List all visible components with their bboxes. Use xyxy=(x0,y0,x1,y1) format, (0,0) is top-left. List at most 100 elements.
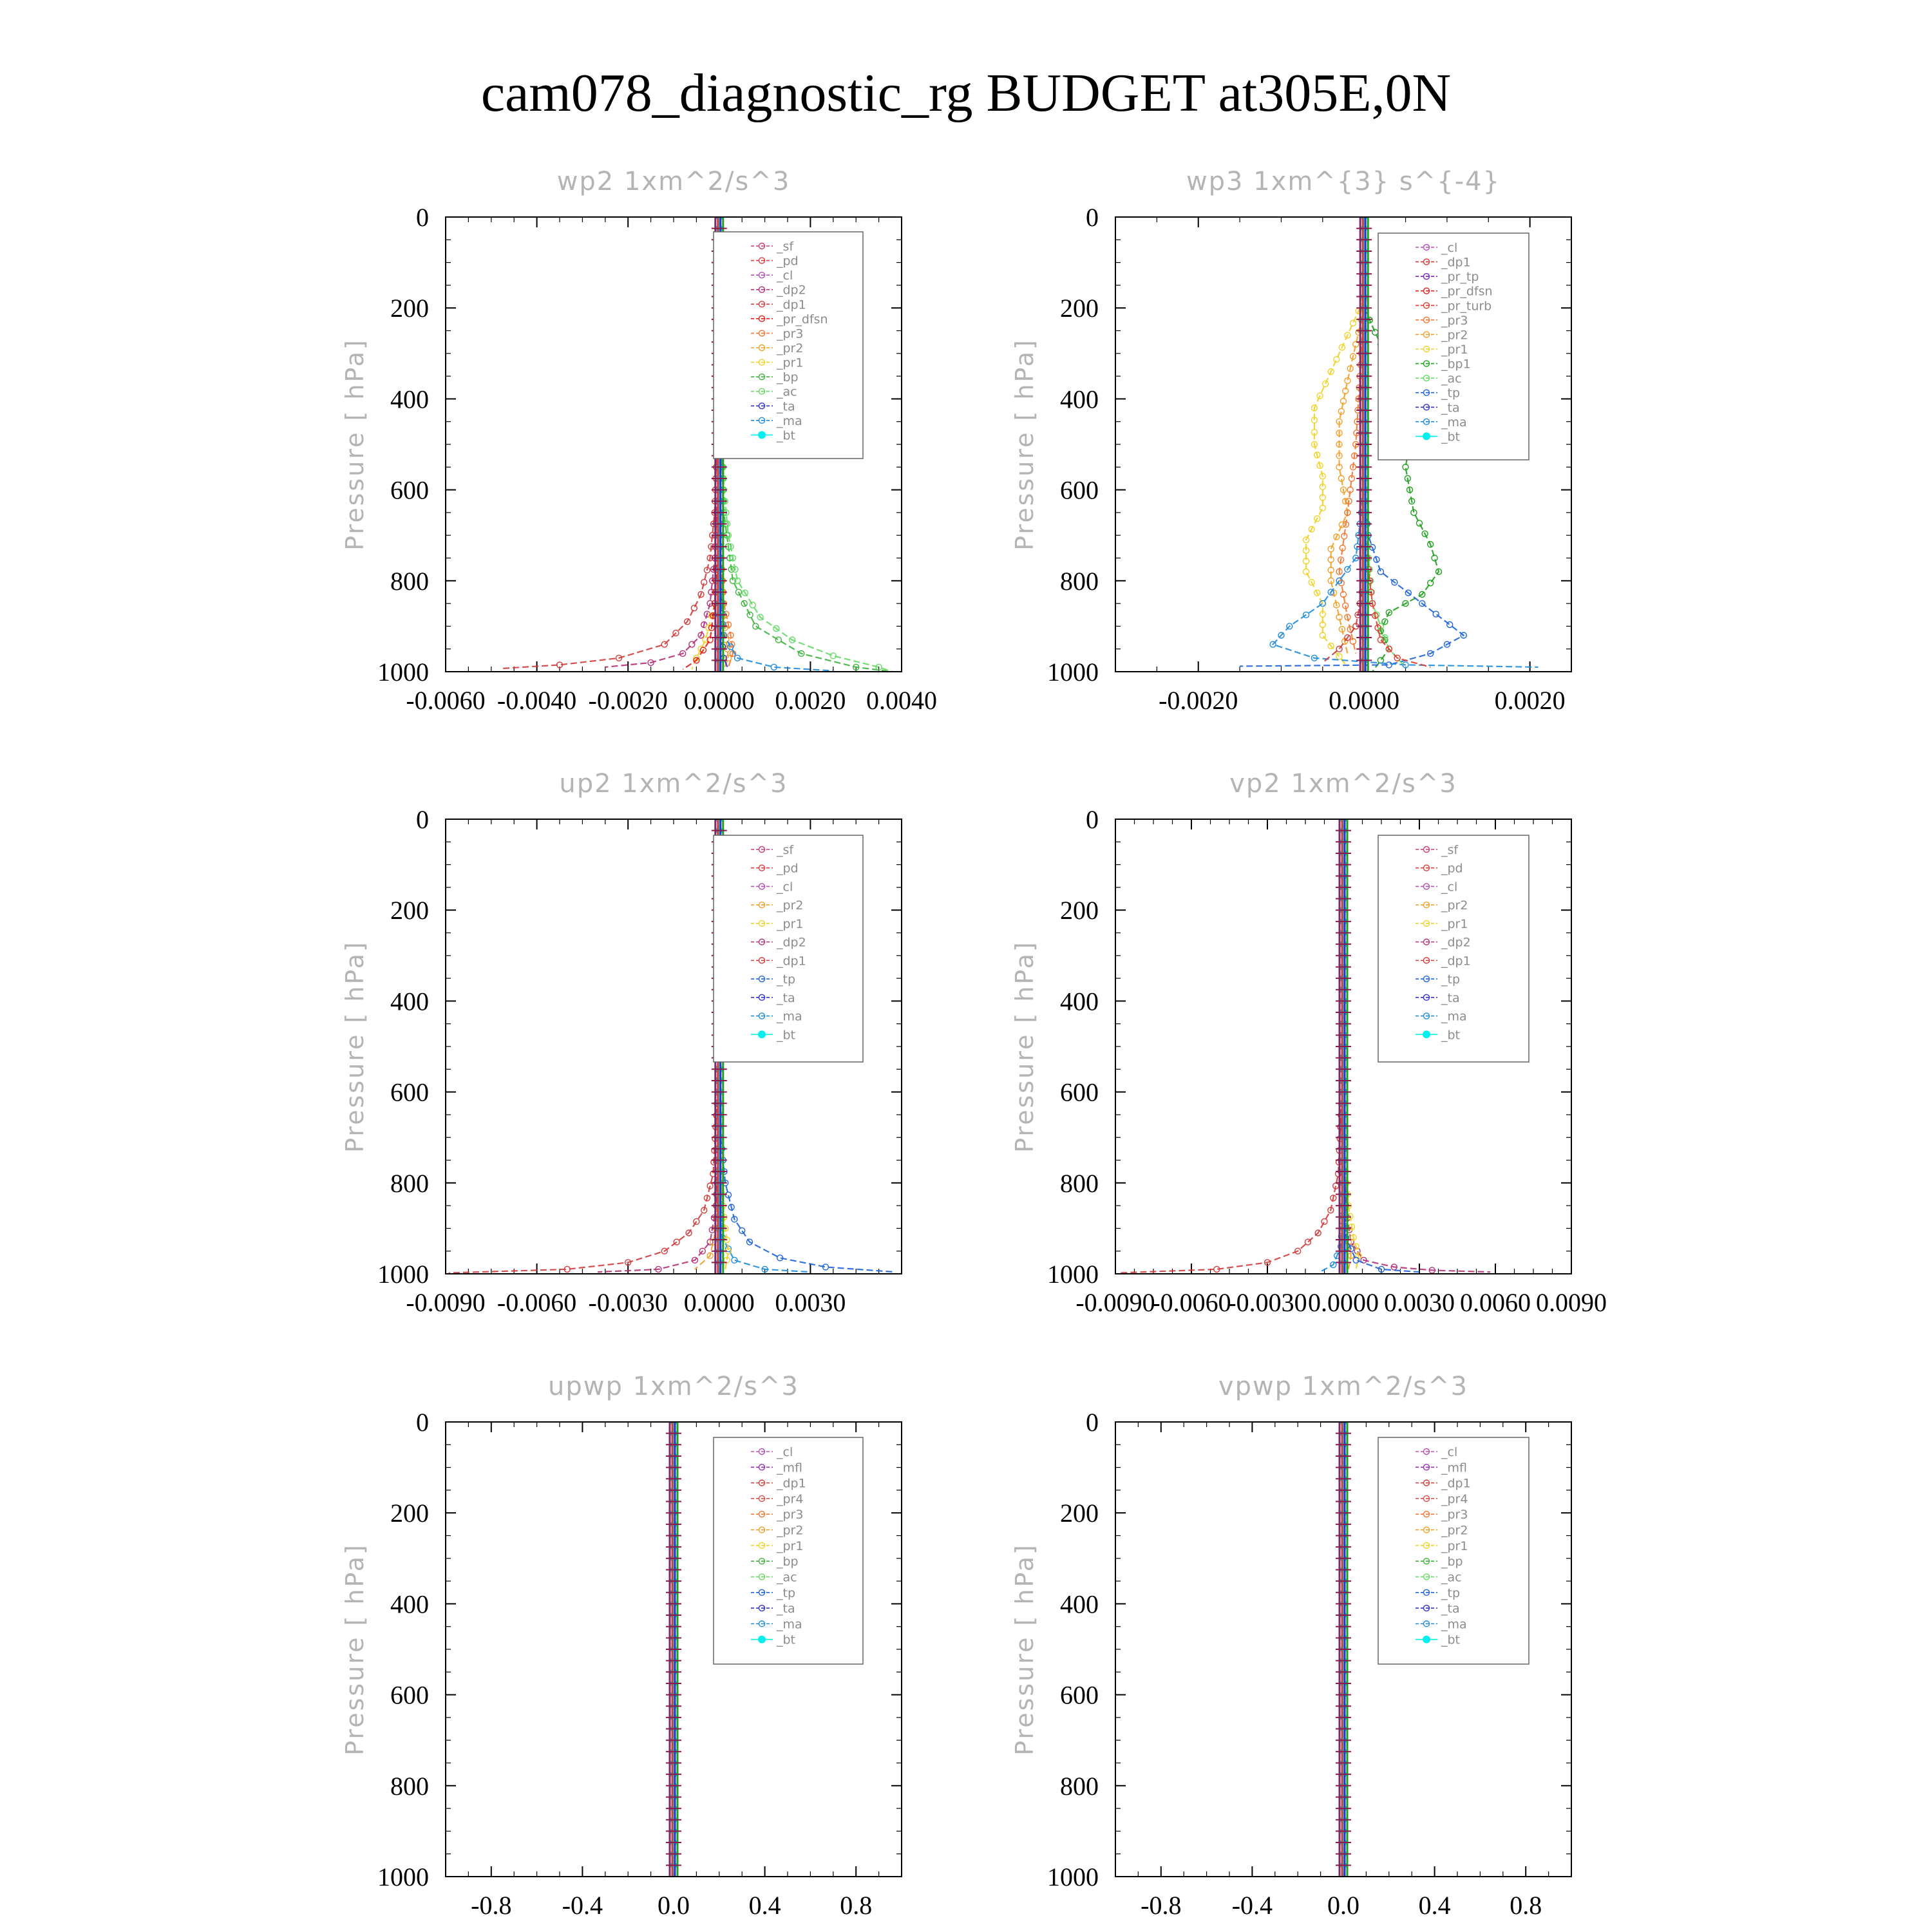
series-marker-wp3-pr2 xyxy=(1352,341,1359,348)
series-marker-vp2-bt xyxy=(1340,819,1347,823)
x-tick-label-up2-0: -0.0090 xyxy=(406,1288,485,1317)
legend-marker-up2-pr1 xyxy=(758,920,766,927)
legend-label-vpwp-pr2: _pr2 xyxy=(1441,1524,1468,1538)
series-marker-wp3-pr2 xyxy=(1327,556,1334,564)
series-marker-wp2-pr-dfsn xyxy=(706,636,714,643)
y-tick-label-up2-4: 800 xyxy=(390,1169,429,1198)
legend-label-upwp-pr3: _pr3 xyxy=(776,1508,803,1522)
legend-marker-up2-tp xyxy=(758,975,766,983)
series-marker-wp3-pr1 xyxy=(1319,621,1327,629)
series-marker-wp3-pr2 xyxy=(1327,567,1334,574)
series-marker-wp3-bp1 xyxy=(1385,609,1393,616)
y-tick-label-up2-1: 200 xyxy=(390,896,429,925)
series-marker-wp2-pr2 xyxy=(724,654,732,661)
legend-label-vp2-sf: _sf xyxy=(1441,843,1459,857)
series-line-up2-dp2 xyxy=(597,819,720,1273)
legend-label-wp2-dp2: _dp2 xyxy=(776,283,806,298)
series-marker-wp2-pr1 xyxy=(702,636,709,643)
x-tick-label-vp2-2: -0.0030 xyxy=(1227,1288,1307,1317)
legend-marker-upwp-tp xyxy=(758,1589,766,1596)
legend-marker-wp2-pr-dfsn xyxy=(758,315,766,323)
legend-label-upwp-cl: _cl xyxy=(776,1445,793,1459)
y-tick-label-vpwp-3: 600 xyxy=(1060,1681,1099,1710)
series-marker-wp2-ma xyxy=(734,654,741,661)
legend-marker-wp3-pr-turb xyxy=(1423,302,1430,309)
legend-marker-wp3-ta xyxy=(1423,404,1430,411)
series-marker-vp2-dp1 xyxy=(1304,1238,1312,1245)
series-marker-wp3-ma xyxy=(1286,623,1293,630)
series-marker-wp2-bp xyxy=(729,577,737,584)
series-marker-wp3-pr1 xyxy=(1319,473,1327,480)
series-marker-wp3-bp1 xyxy=(1435,568,1443,575)
series-marker-wp3-pr1 xyxy=(1311,440,1318,448)
x-tick-label-up2-2: -0.0030 xyxy=(589,1288,668,1317)
legend-box-up2 xyxy=(713,835,864,1063)
series-marker-vp2-dp1 xyxy=(1327,1206,1334,1214)
legend-marker-vp2-pr2 xyxy=(1423,901,1430,909)
legend-label-wp3-bp1: _bp1 xyxy=(1441,357,1471,372)
series-marker-wp2-dp1 xyxy=(703,567,711,574)
series-marker-wp3-pr3 xyxy=(1340,591,1347,598)
series-marker-wp3-pr2 xyxy=(1340,397,1347,405)
y-tick-label-vp2-4: 800 xyxy=(1060,1169,1099,1198)
legend-marker-up2-dp1 xyxy=(758,957,766,964)
series-marker-wp3-pr3 xyxy=(1344,614,1351,621)
legend-marker-wp2-bt xyxy=(758,431,766,439)
legend-marker-vp2-ta xyxy=(1423,994,1430,1001)
legend-label-wp2-pr-dfsn: _pr_dfsn xyxy=(776,312,828,327)
legend-label-vp2-pr2: _pr2 xyxy=(1441,898,1468,913)
legend-marker-up2-bt xyxy=(758,1030,766,1039)
legend-marker-upwp-ac xyxy=(758,1573,766,1580)
legend-marker-vpwp-cl xyxy=(1423,1448,1430,1455)
legend-label-vpwp-pr4: _pr4 xyxy=(1441,1492,1468,1506)
series-marker-wp3-tp xyxy=(1391,579,1398,586)
x-tick-label-vp2-6: 0.0090 xyxy=(1536,1288,1607,1317)
series-line-wp3-dp1 xyxy=(1322,580,1365,663)
series-marker-vp2-tp xyxy=(1378,1265,1385,1273)
y-tick-label-vp2-2: 400 xyxy=(1060,987,1099,1016)
legend-label-up2-pr2: _pr2 xyxy=(776,898,803,913)
x-tick-label-vpwp-2: 0.0 xyxy=(1327,1891,1359,1920)
series-line-wp2-dp1 xyxy=(500,217,720,670)
series-marker-wp3-pr1 xyxy=(1327,642,1334,650)
series-marker-wp2-ac xyxy=(727,543,734,550)
legend-label-wp3-pr-dfsn: _pr_dfsn xyxy=(1441,285,1493,299)
series-marker-wp3-tp xyxy=(1460,632,1467,639)
legend-marker-upwp-pr4 xyxy=(758,1495,766,1502)
series-marker-wp3-bp1 xyxy=(1408,498,1416,505)
legend-wp3: _cl_dp1_pr_tp_pr_dfsn_pr_turb_pr3_pr2_pr… xyxy=(1378,232,1530,460)
series-marker-wp2-dp2 xyxy=(679,650,687,657)
series-marker-wp3-tp xyxy=(1419,600,1426,607)
y-tick-label-up2-3: 600 xyxy=(390,1078,429,1107)
legend-label-vp2-bt: _bt xyxy=(1441,1028,1460,1042)
series-marker-vp2-dp2 xyxy=(1390,1264,1397,1271)
series-marker-wp2-pr-dfsn xyxy=(693,657,700,664)
legend-marker-vpwp-pr3 xyxy=(1423,1511,1430,1518)
legend-label-vp2-pr1: _pr1 xyxy=(1441,917,1468,931)
series-marker-wp2-ac xyxy=(732,565,739,573)
series-marker-up2-pr2 xyxy=(706,1252,714,1260)
legend-label-wp3-ta: _ta xyxy=(1441,401,1460,415)
legend-label-wp3-ma: _ma xyxy=(1441,415,1467,430)
series-marker-wp3-pr3 xyxy=(1336,568,1343,575)
legend-label-wp2-ma: _ma xyxy=(776,414,802,428)
legend-marker-upwp-bp xyxy=(758,1557,766,1565)
legend-vpwp: _cl_mfl_dp1_pr4_pr3_pr2_pr1_bp_ac_tp_ta_… xyxy=(1378,1437,1530,1665)
legend-marker-wp2-ma xyxy=(758,417,766,424)
legend-label-wp3-bt: _bt xyxy=(1441,430,1460,444)
series-marker-vp2-tp xyxy=(1352,1256,1359,1264)
x-tick-label-wp2-0: -0.0060 xyxy=(406,686,485,715)
series-marker-wp3-pr3 xyxy=(1342,521,1350,528)
legend-label-up2-dp2: _dp2 xyxy=(776,936,806,950)
series-line-vp2-ma xyxy=(1320,819,1345,1273)
legend-marker-upwp-pr1 xyxy=(758,1542,766,1549)
series-marker-wp3-ma xyxy=(1302,611,1310,618)
legend-marker-vp2-pr1 xyxy=(1423,920,1430,927)
series-marker-wp3-pr1 xyxy=(1319,504,1327,511)
y-tick-label-upwp-0: 0 xyxy=(416,1408,429,1437)
legend-label-upwp-tp: _tp xyxy=(776,1586,795,1600)
y-tick-label-vp2-0: 0 xyxy=(1086,805,1099,834)
legend-label-upwp-dp1: _dp1 xyxy=(776,1477,806,1491)
series-line-wp3-ma xyxy=(1271,489,1539,668)
legend-label-upwp-ma: _ma xyxy=(776,1617,802,1631)
